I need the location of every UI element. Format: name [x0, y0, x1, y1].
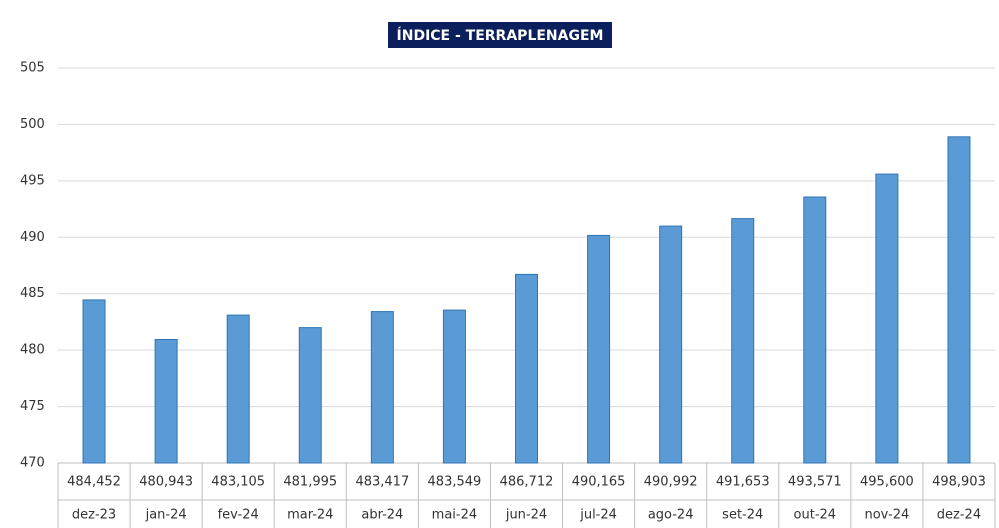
x-tick-label: out-24	[794, 508, 837, 523]
data-table-value: 493,571	[788, 475, 842, 490]
bar	[154, 339, 178, 464]
y-tick-label: 475	[20, 399, 45, 414]
bar	[947, 136, 971, 464]
chart-title: ÍNDICE - TERRAPLENAGEM	[397, 27, 604, 44]
data-table-value: 491,653	[716, 475, 770, 490]
x-tick-label: abr-24	[361, 508, 403, 523]
y-tick-label: 490	[20, 230, 45, 245]
data-table-value: 490,165	[572, 475, 626, 490]
x-tick-label: jan-24	[145, 508, 187, 523]
bar	[875, 173, 899, 464]
data-table-value: 483,105	[211, 475, 265, 490]
title-box	[388, 22, 612, 48]
y-tick-label: 505	[20, 61, 45, 76]
bar	[442, 309, 466, 464]
data-table-value: 483,549	[428, 475, 482, 490]
bar	[515, 273, 538, 464]
y-tick-label: 500	[20, 117, 45, 132]
x-tick-label: set-24	[722, 508, 763, 523]
y-tick-label: 495	[20, 173, 45, 188]
bar	[803, 196, 827, 464]
x-tick-label: mar-24	[287, 508, 333, 523]
bar	[226, 314, 250, 464]
x-tick-label: nov-24	[864, 508, 909, 523]
bar	[731, 218, 755, 464]
data-table-value: 486,712	[500, 475, 554, 490]
x-tick-label: dez-23	[72, 508, 116, 523]
x-tick-label: dez-24	[937, 508, 981, 523]
x-tick-label: mai-24	[432, 508, 477, 523]
data-table-value: 498,903	[932, 475, 986, 490]
bar	[298, 327, 322, 464]
x-tick-label: jul-24	[579, 508, 617, 523]
x-tick-label: jun-24	[505, 508, 547, 523]
data-table-value: 483,417	[355, 475, 409, 490]
x-tick-label: ago-24	[648, 508, 694, 523]
bar	[587, 234, 611, 464]
data-table-value: 490,992	[644, 475, 698, 490]
bar	[659, 225, 683, 464]
y-tick-label: 480	[20, 343, 45, 358]
y-tick-label: 470	[20, 456, 45, 471]
bar	[82, 299, 106, 464]
bar	[370, 311, 394, 464]
y-tick-label: 485	[20, 286, 45, 301]
x-tick-label: fev-24	[218, 508, 259, 523]
data-table-value: 481,995	[283, 475, 337, 490]
data-table-value: 495,600	[860, 475, 914, 490]
data-table-value: 484,452	[67, 475, 121, 490]
data-table-value: 480,943	[139, 475, 193, 490]
